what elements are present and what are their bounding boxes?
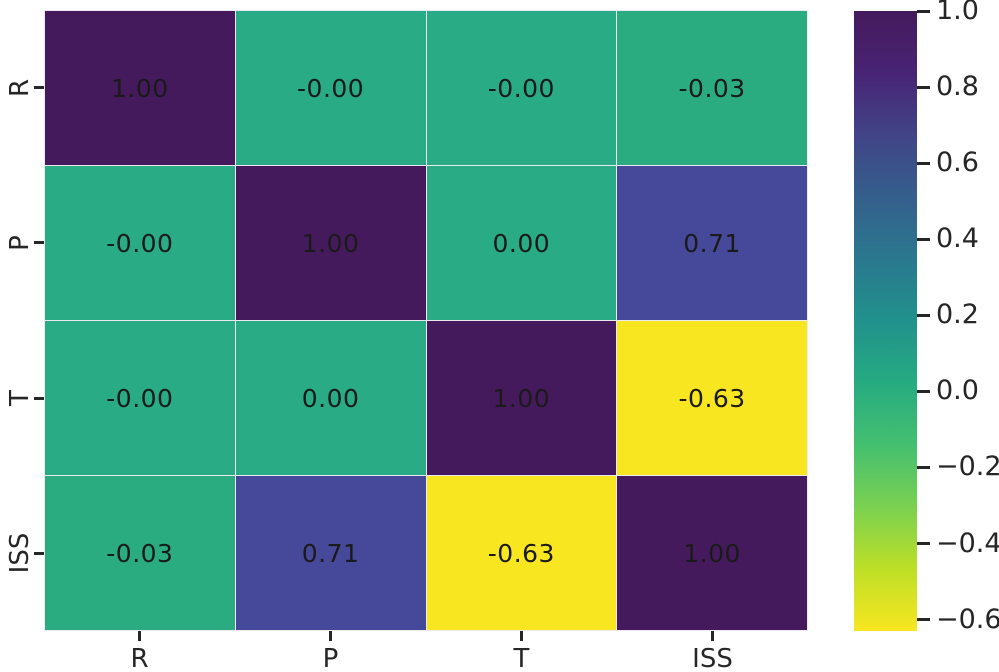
- heatmap-cell: -0.00: [45, 321, 235, 475]
- x-tick-label: T: [513, 644, 530, 672]
- colorbar-gradient: [854, 11, 917, 631]
- x-tick-mark: [711, 631, 714, 641]
- colorbar-tick-label: 0.8: [936, 71, 979, 103]
- heatmap-cell: -0.63: [617, 321, 807, 475]
- heatmap: 1.00 -0.00 -0.00 -0.03 -0.00 1.00 0.00 0.71 -0.0…: [44, 10, 808, 631]
- colorbar-tick-label: 1.0: [936, 0, 979, 26]
- colorbar-tick-label: 0.4: [936, 223, 979, 255]
- y-tick-label: ISS: [5, 533, 35, 574]
- y-tick-label: P: [5, 235, 35, 251]
- heatmap-cell: 0.71: [617, 166, 807, 320]
- x-tick-label: R: [130, 644, 149, 672]
- y-tick-mark: [34, 86, 44, 90]
- y-tick-mark: [34, 396, 44, 400]
- colorbar-tick-mark: [917, 313, 930, 317]
- heatmap-cell: 0.00: [235, 321, 426, 475]
- colorbar-tick-mark: [917, 161, 930, 165]
- x-tick-mark: [138, 631, 141, 641]
- colorbar-tick-label: 0.2: [936, 299, 979, 331]
- colorbar-tick-label: −0.6: [936, 603, 999, 635]
- y-tick-label: R: [5, 78, 35, 97]
- heatmap-cell: -0.03: [45, 476, 235, 630]
- y-tick-label: T: [5, 390, 35, 407]
- y-tick-mark: [34, 241, 44, 245]
- heatmap-cell: 1.00: [235, 166, 426, 320]
- x-tick-mark: [520, 631, 523, 641]
- heatmap-cell: 0.71: [235, 476, 426, 630]
- colorbar-tick-mark: [917, 85, 930, 89]
- colorbar-tick-mark: [917, 618, 930, 622]
- colorbar-tick-label: −0.2: [936, 451, 999, 483]
- heatmap-cell: 0.00: [426, 166, 617, 320]
- heatmap-cell: -0.00: [45, 166, 235, 320]
- colorbar-tick-label: −0.4: [936, 527, 999, 559]
- colorbar-tick-mark: [917, 237, 930, 241]
- colorbar-tick-mark: [917, 389, 930, 393]
- y-tick-mark: [34, 551, 44, 555]
- heatmap-cell: -0.00: [426, 11, 617, 165]
- colorbar-tick-mark: [917, 542, 930, 545]
- x-tick-label: P: [322, 644, 339, 672]
- colorbar-tick-label: 0.6: [936, 147, 979, 179]
- heatmap-cell: -0.00: [235, 11, 426, 165]
- heatmap-cell: 1.00: [426, 321, 617, 475]
- colorbar-tick-mark: [917, 9, 930, 13]
- colorbar-tick-mark: [917, 465, 930, 469]
- x-tick-label: ISS: [692, 644, 733, 672]
- heatmap-cell: 1.00: [617, 476, 807, 630]
- heatmap-cell: 1.00: [45, 11, 235, 165]
- x-tick-mark: [329, 631, 332, 641]
- colorbar-tick-label: 0.0: [936, 375, 979, 407]
- heatmap-cell: -0.03: [617, 11, 807, 165]
- heatmap-cell: -0.63: [426, 476, 617, 630]
